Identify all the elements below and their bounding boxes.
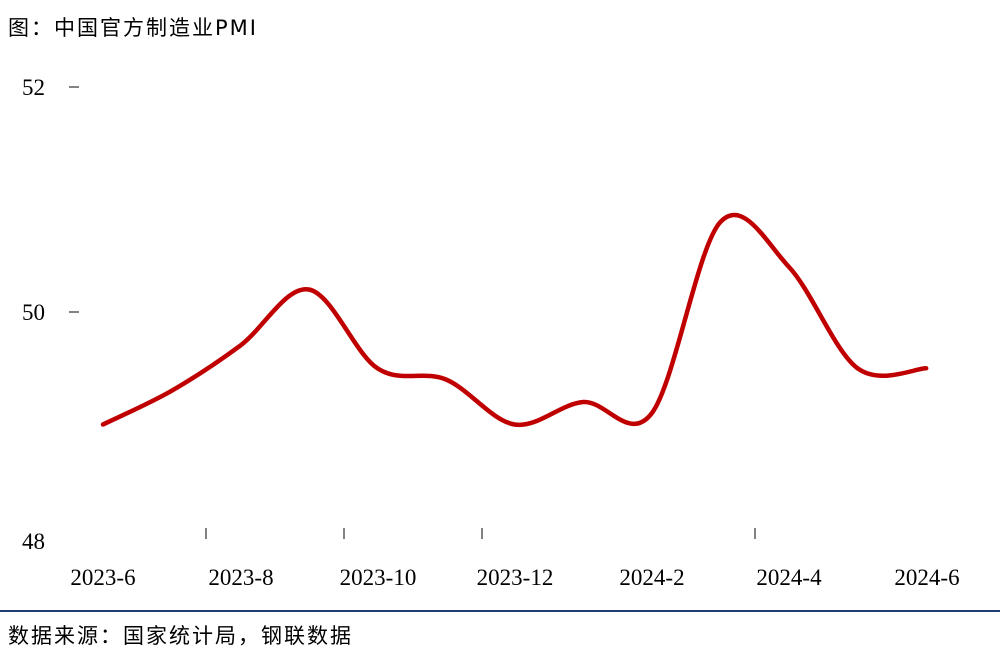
chart-title: 图：中国官方制造业PMI — [8, 16, 258, 40]
y-tick-label-52: 52 — [22, 75, 45, 100]
pmi-series-line — [100, 212, 929, 428]
x-tick-label: 2023-10 — [340, 565, 417, 590]
x-tick-label: 2023-12 — [477, 565, 554, 590]
footer-separator — [0, 610, 1000, 612]
x-tick-label: 2024-2 — [619, 565, 684, 590]
x-tick-label: 2023-6 — [70, 565, 135, 590]
x-axis-ticks — [205, 528, 756, 539]
x-tick-label: 2023-8 — [208, 565, 273, 590]
line-chart: 52 50 48 2023-6 2023-8 2023-10 2023-12 2… — [22, 75, 960, 590]
x-tick-label: 2024-4 — [756, 565, 822, 590]
y-tick-label-50: 50 — [22, 300, 45, 325]
x-axis-labels: 2023-6 2023-8 2023-10 2023-12 2024-2 202… — [70, 565, 959, 590]
y-axis: 52 50 48 — [22, 75, 79, 554]
x-tick-label: 2024-6 — [894, 565, 959, 590]
y-tick-label-48: 48 — [22, 529, 45, 554]
data-source-note: 数据来源：国家统计局，钢联数据 — [8, 624, 353, 648]
